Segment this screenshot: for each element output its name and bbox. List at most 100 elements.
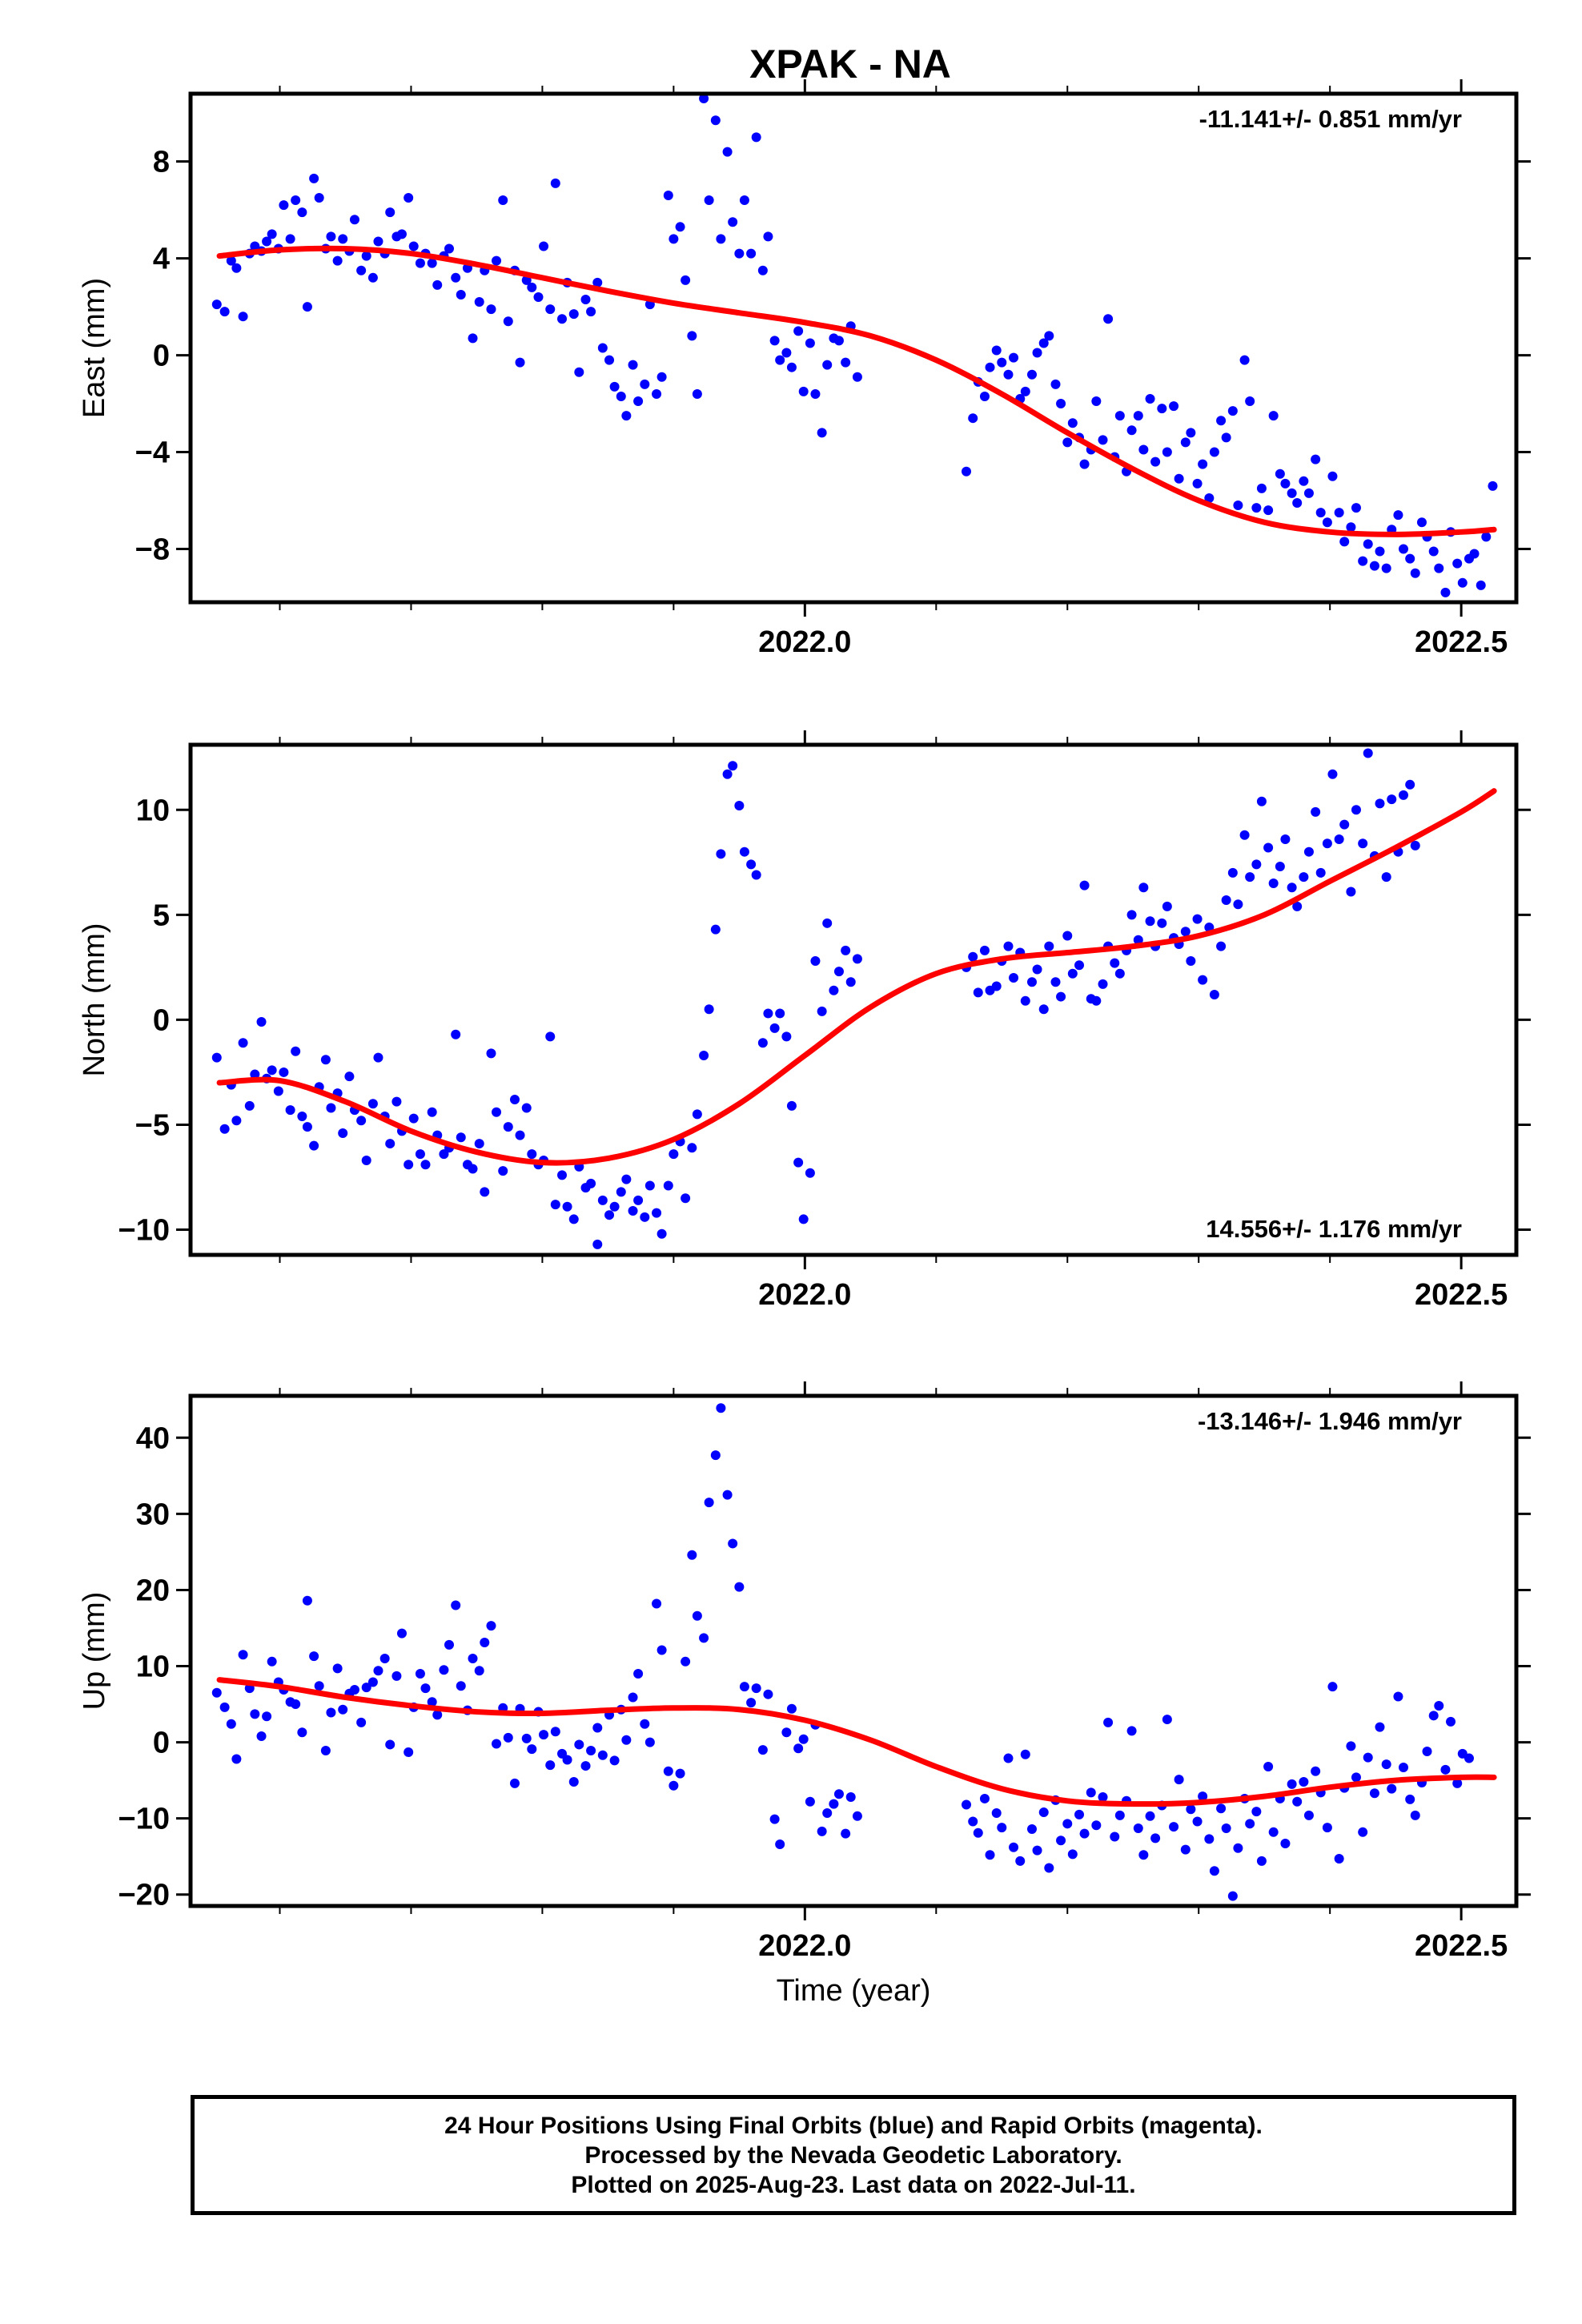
north-y-tick-label: 5: [153, 899, 170, 932]
east-data-point: [1405, 553, 1415, 564]
up-y-tick-label: 20: [136, 1574, 170, 1607]
east-data-point: [291, 195, 301, 206]
up-data-point: [1452, 1778, 1463, 1788]
north-data-point: [597, 1195, 608, 1205]
east-data-point: [1091, 396, 1102, 407]
up-data-point: [710, 1450, 721, 1461]
up-data-point: [1446, 1716, 1456, 1727]
up-data-point: [1358, 1827, 1368, 1837]
north-data-point: [302, 1122, 312, 1132]
east-data-point: [1245, 396, 1255, 407]
up-data-point: [338, 1704, 348, 1715]
east-data-point: [219, 307, 230, 317]
north-data-point: [822, 918, 833, 928]
up-data-point: [1169, 1822, 1179, 1832]
north-data-point: [1216, 941, 1227, 951]
up-data-point: [1221, 1823, 1231, 1834]
up-data-point: [1381, 1759, 1391, 1770]
up-data-point: [1216, 1803, 1227, 1814]
north-data-point: [1315, 867, 1326, 878]
north-data-point: [285, 1105, 295, 1116]
up-data-point: [367, 1677, 378, 1687]
north-data-point: [1381, 872, 1391, 883]
east-data-point: [1079, 459, 1090, 469]
east-data-point: [1434, 563, 1444, 573]
north-data-point: [250, 1069, 260, 1080]
north-data-point: [1351, 805, 1361, 815]
north-data-point: [1186, 956, 1196, 967]
east-data-point: [1221, 432, 1231, 443]
north-data-point: [1009, 972, 1019, 983]
up-data-point: [822, 1808, 833, 1819]
up-data-point: [1369, 1788, 1379, 1799]
east-data-point: [979, 391, 990, 401]
up-data-point: [1351, 1772, 1361, 1783]
east-data-point: [833, 336, 844, 346]
north-data-point: [592, 1239, 603, 1249]
east-data-point: [1098, 435, 1108, 445]
up-data-point: [291, 1699, 301, 1710]
up-data-point: [468, 1654, 478, 1664]
north-data-point: [805, 1168, 815, 1178]
east-data-point: [652, 388, 662, 399]
east-data-point: [1044, 331, 1054, 341]
north-data-point: [586, 1178, 596, 1188]
up-data-point: [845, 1792, 856, 1803]
east-data-point: [739, 195, 749, 206]
east-data-point: [427, 258, 437, 268]
up-data-point: [985, 1850, 995, 1860]
up-data-point: [1375, 1722, 1385, 1732]
east-y-tick-label: 8: [153, 146, 170, 179]
east-rate-label: -11.141+/- 0.851 mm/yr: [1199, 105, 1462, 133]
east-data-point: [486, 304, 496, 315]
east-y-axis-label: East (mm): [78, 278, 111, 418]
north-data-point: [1268, 879, 1279, 889]
north-data-point: [273, 1086, 283, 1096]
north-data-point: [1026, 977, 1037, 987]
up-fit-curve: [216, 1677, 1497, 1807]
north-data-point: [391, 1096, 402, 1107]
up-data-point: [361, 1683, 371, 1693]
up-data-point: [675, 1768, 685, 1779]
north-data-point: [1056, 991, 1066, 1002]
up-data-point: [480, 1638, 490, 1648]
north-data-point: [1339, 819, 1350, 830]
east-data-point: [710, 115, 721, 126]
north-data-point: [979, 945, 990, 955]
east-y-tick-label: 0: [153, 340, 170, 373]
east-data-point: [309, 173, 319, 183]
east-data-point: [211, 300, 222, 310]
panel-east: 2022.0 2022.5 −8 −4 0 4 8 East (mm) -11.141+/- 0…: [78, 79, 1531, 659]
north-data-point: [1062, 931, 1073, 941]
caption-line-3: Plotted on 2025-Aug-23. Last data on 202…: [571, 2171, 1136, 2198]
up-data-point: [1363, 1752, 1373, 1763]
north-data-point: [256, 1017, 267, 1027]
north-data-point: [1138, 883, 1149, 893]
up-data-point: [1086, 1787, 1096, 1798]
up-data-point: [1470, 0, 1480, 5]
up-data-point: [1038, 1807, 1049, 1818]
north-data-point: [1488, 0, 1497, 5]
east-data-point: [238, 312, 248, 322]
north-data-point: [829, 985, 839, 995]
east-data-point: [716, 234, 726, 244]
east-y-tick-label: 4: [153, 243, 170, 276]
east-data-point: [231, 263, 242, 273]
north-data-point: [763, 1008, 773, 1019]
up-data-point: [1133, 1823, 1143, 1834]
east-data-point: [1481, 532, 1492, 542]
east-data-point: [633, 396, 644, 407]
north-data-point: [1067, 968, 1078, 979]
north-data-point: [687, 1143, 697, 1153]
up-data-point: [1476, 0, 1486, 5]
north-plot-area: [211, 0, 1497, 1249]
up-data-point: [231, 1754, 242, 1764]
north-y-tick-label: −5: [135, 1108, 170, 1142]
up-data-point: [404, 1747, 414, 1757]
x-axis-label: Time (year): [777, 1974, 931, 2008]
east-data-point: [367, 272, 378, 283]
north-data-point: [562, 1201, 572, 1212]
up-data-point: [973, 1827, 983, 1838]
up-data-point: [568, 1777, 579, 1787]
